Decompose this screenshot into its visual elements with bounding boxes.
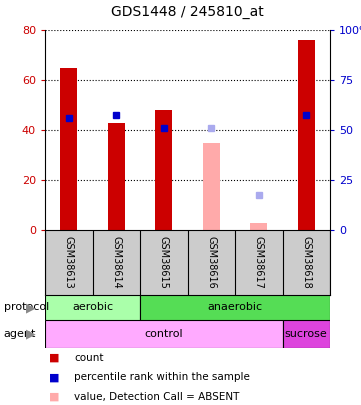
Bar	[108, 122, 125, 230]
Text: ■: ■	[49, 392, 59, 402]
Bar	[140, 295, 330, 320]
Text: count: count	[74, 353, 103, 363]
Bar	[45, 320, 283, 348]
Text: protocol: protocol	[4, 303, 49, 313]
Text: GDS1448 / 245810_at: GDS1448 / 245810_at	[111, 5, 264, 19]
Bar	[60, 68, 77, 230]
Text: GSM38617: GSM38617	[254, 236, 264, 289]
Bar	[203, 143, 219, 230]
Bar	[251, 222, 267, 230]
Text: aerobic: aerobic	[72, 303, 113, 313]
Text: anaerobic: anaerobic	[208, 303, 262, 313]
Text: agent: agent	[4, 329, 36, 339]
Bar	[298, 40, 314, 230]
Text: percentile rank within the sample: percentile rank within the sample	[74, 373, 250, 382]
Text: value, Detection Call = ABSENT: value, Detection Call = ABSENT	[74, 392, 239, 402]
Text: control: control	[144, 329, 183, 339]
Text: sucrose: sucrose	[285, 329, 328, 339]
Bar	[156, 110, 172, 230]
Text: GSM38618: GSM38618	[301, 236, 311, 289]
Text: GSM38614: GSM38614	[111, 236, 121, 289]
Bar	[45, 295, 140, 320]
Text: ■: ■	[49, 353, 59, 363]
Text: ▶: ▶	[26, 328, 35, 341]
Bar	[251, 222, 267, 230]
Text: ▶: ▶	[26, 301, 35, 314]
Bar	[283, 320, 330, 348]
Text: GSM38613: GSM38613	[64, 236, 74, 289]
Text: GSM38616: GSM38616	[206, 236, 216, 289]
Text: GSM38615: GSM38615	[159, 236, 169, 289]
Text: ■: ■	[49, 373, 59, 382]
